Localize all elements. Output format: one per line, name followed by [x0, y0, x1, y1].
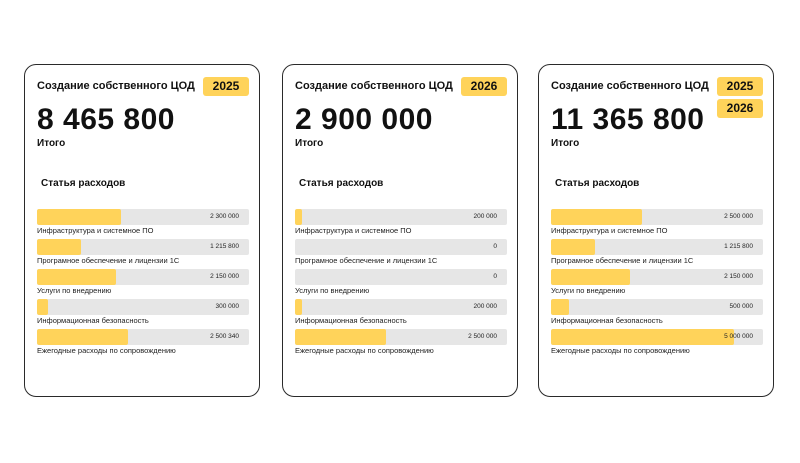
expense-row: 2 500 340 Ежегодные расходы по сопровожд… — [37, 329, 249, 359]
expense-label: Информационная безопасность — [295, 316, 407, 325]
expense-bar-track — [37, 269, 249, 285]
expense-bar-track — [37, 239, 249, 255]
expense-label: Инфраструктура и системное ПО — [37, 226, 154, 235]
expense-bar-fill — [295, 209, 303, 225]
card-title: Создание собственного ЦОД — [551, 80, 709, 92]
expense-bar-fill — [551, 329, 734, 345]
expense-label: Инфраструктура и системное ПО — [295, 226, 412, 235]
section-title: Статья расходов — [41, 178, 126, 189]
expense-list: 200 000 Инфраструктура и системное ПО 0 … — [295, 209, 507, 359]
total-amount: 11 365 800 — [551, 103, 705, 136]
expense-list: 2 300 000 Инфраструктура и системное ПО … — [37, 209, 249, 359]
cost-card-2025: Создание собственного ЦОД 2025 8 465 800… — [24, 64, 260, 397]
expense-value: 0 — [493, 243, 497, 250]
expense-bar-fill — [551, 269, 630, 285]
total-label: Итого — [295, 138, 324, 149]
total-label: Итого — [37, 138, 66, 149]
expense-bar-track — [37, 299, 249, 315]
expense-row: 0 Услуги по внедрению — [295, 269, 507, 299]
expense-row: 2 150 000 Услуги по внедрению — [37, 269, 249, 299]
expense-label: Услуги по внедрению — [551, 286, 626, 295]
expense-value: 1 215 800 — [724, 243, 753, 250]
expense-value: 2 150 000 — [724, 273, 753, 280]
expense-row: 200 000 Инфраструктура и системное ПО — [295, 209, 507, 239]
card-title: Создание собственного ЦОД — [37, 80, 195, 92]
expense-list: 2 500 000 Инфраструктура и системное ПО … — [551, 209, 763, 359]
year-badge: 2026 — [461, 77, 507, 96]
expense-row: 200 000 Информационная безопасность — [295, 299, 507, 329]
expense-row: 0 Програмное обеспечение и лицензии 1С — [295, 239, 507, 269]
expense-bar-fill — [551, 209, 643, 225]
expense-row: 2 150 000 Услуги по внедрению — [551, 269, 763, 299]
cost-card-2026: Создание собственного ЦОД 2026 2 900 000… — [282, 64, 518, 397]
expense-row: 2 500 000 Инфраструктура и системное ПО — [551, 209, 763, 239]
expense-bar-track — [295, 209, 507, 225]
card-title: Создание собственного ЦОД — [295, 80, 453, 92]
expense-bar-track — [551, 329, 763, 345]
expense-value: 300 000 — [215, 303, 240, 310]
expense-bar-track — [37, 209, 249, 225]
expense-value: 2 500 000 — [468, 333, 497, 340]
expense-label: Услуги по внедрению — [37, 286, 112, 295]
expense-bar-track — [551, 299, 763, 315]
expense-label: Услуги по внедрению — [295, 286, 370, 295]
section-title: Статья расходов — [299, 178, 384, 189]
expense-label: Ежегодные расходы по сопровождению — [295, 346, 434, 355]
expense-value: 2 500 340 — [210, 333, 239, 340]
section-title: Статья расходов — [555, 178, 640, 189]
total-amount: 8 465 800 — [37, 103, 175, 136]
expense-bar-track — [295, 269, 507, 285]
expense-label: Инфраструктура и системное ПО — [551, 226, 668, 235]
expense-bar-fill — [37, 209, 122, 225]
expense-bar-track — [551, 209, 763, 225]
expense-bar-track — [295, 329, 507, 345]
expense-bar-track — [295, 299, 507, 315]
expense-bar-fill — [551, 299, 570, 315]
cost-card-2025-2026: Создание собственного ЦОД 2025 2026 11 3… — [538, 64, 774, 397]
expense-bar-fill — [37, 269, 116, 285]
expense-bar-fill — [551, 239, 596, 255]
expense-value: 500 000 — [729, 303, 754, 310]
year-badges: 2026 — [461, 77, 507, 96]
expense-row: 5 000 000 Ежегодные расходы по сопровожд… — [551, 329, 763, 359]
year-badges: 2025 2026 — [717, 77, 763, 118]
expense-bar-fill — [37, 239, 82, 255]
expense-bar-track — [37, 329, 249, 345]
expense-bar-fill — [37, 329, 129, 345]
expense-label: Програмное обеспечение и лицензии 1С — [551, 256, 694, 265]
expense-label: Програмное обеспечение и лицензии 1С — [295, 256, 438, 265]
expense-row: 1 215 800 Програмное обеспечение и лицен… — [551, 239, 763, 269]
expense-row: 2 300 000 Инфраструктура и системное ПО — [37, 209, 249, 239]
expense-bar-track — [295, 239, 507, 255]
total-label: Итого — [551, 138, 580, 149]
year-badge: 2026 — [717, 99, 763, 118]
expense-bar-fill — [295, 329, 387, 345]
total-amount: 2 900 000 — [295, 103, 433, 136]
expense-label: Информационная безопасность — [551, 316, 663, 325]
expense-label: Програмное обеспечение и лицензии 1С — [37, 256, 180, 265]
expense-row: 1 215 800 Програмное обеспечение и лицен… — [37, 239, 249, 269]
expense-value: 2 500 000 — [724, 213, 753, 220]
expense-row: 500 000 Информационная безопасность — [551, 299, 763, 329]
expense-row: 2 500 000 Ежегодные расходы по сопровожд… — [295, 329, 507, 359]
expense-value: 0 — [493, 273, 497, 280]
expense-value: 200 000 — [473, 303, 498, 310]
year-badge: 2025 — [717, 77, 763, 96]
year-badge: 2025 — [203, 77, 249, 96]
expense-value: 2 150 000 — [210, 273, 239, 280]
year-badges: 2025 — [203, 77, 249, 96]
expense-bar-fill — [295, 299, 303, 315]
expense-label: Ежегодные расходы по сопровождению — [551, 346, 690, 355]
expense-bar-track — [551, 269, 763, 285]
expense-label: Ежегодные расходы по сопровождению — [37, 346, 176, 355]
expense-value: 2 300 000 — [210, 213, 239, 220]
expense-row: 300 000 Информационная безопасность — [37, 299, 249, 329]
expense-value: 1 215 800 — [210, 243, 239, 250]
expense-label: Информационная безопасность — [37, 316, 149, 325]
expense-bar-track — [551, 239, 763, 255]
expense-value: 200 000 — [473, 213, 498, 220]
expense-value: 5 000 000 — [724, 333, 753, 340]
expense-bar-fill — [37, 299, 48, 315]
